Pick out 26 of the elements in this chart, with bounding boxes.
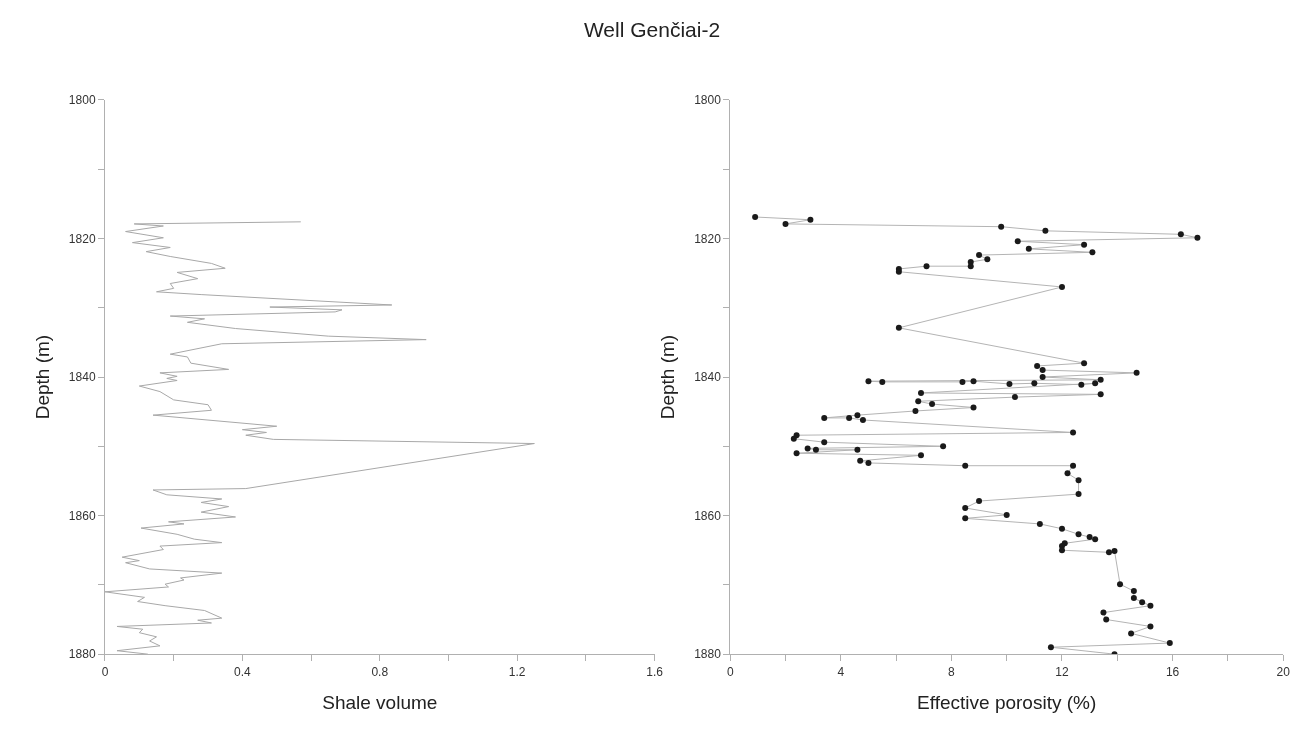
y-tick-label: 1800 [694,93,722,108]
y-tick-label: 1800 [68,93,96,108]
x-tick-label: 0.4 [234,664,252,679]
y-tick-label: 1860 [68,508,96,523]
y-tick-label: 1880 [694,647,722,662]
y-tick-label: 1820 [694,231,722,246]
x-tick-label: 8 [948,664,956,679]
x-tick-label: 1.2 [508,664,526,679]
y-axis-title: Depth (m) [656,334,678,420]
x-tick-label: 0.8 [371,664,389,679]
x-tick-label: 4 [837,664,845,679]
y-tick-label: 1860 [694,508,722,523]
y-tick-label: 1880 [68,647,96,662]
y-tick-label: 1840 [68,370,96,385]
x-tick-label: 20 [1276,664,1291,679]
chart-title: Well Genčiai-2 [583,17,721,41]
x-axis-title: Shale volume [322,692,438,714]
y-tick-label: 1840 [694,370,722,385]
y-axis-title: Depth (m) [31,334,53,420]
x-tick-label: 16 [1165,664,1180,679]
x-tick-label: 0 [101,664,109,679]
x-tick-label: 12 [1055,664,1069,679]
x-tick-label: 0 [726,664,734,679]
y-tick-label: 1820 [68,231,96,246]
x-tick-label: 1.6 [646,664,664,679]
x-axis-title: Effective porosity (%) [917,692,1097,714]
